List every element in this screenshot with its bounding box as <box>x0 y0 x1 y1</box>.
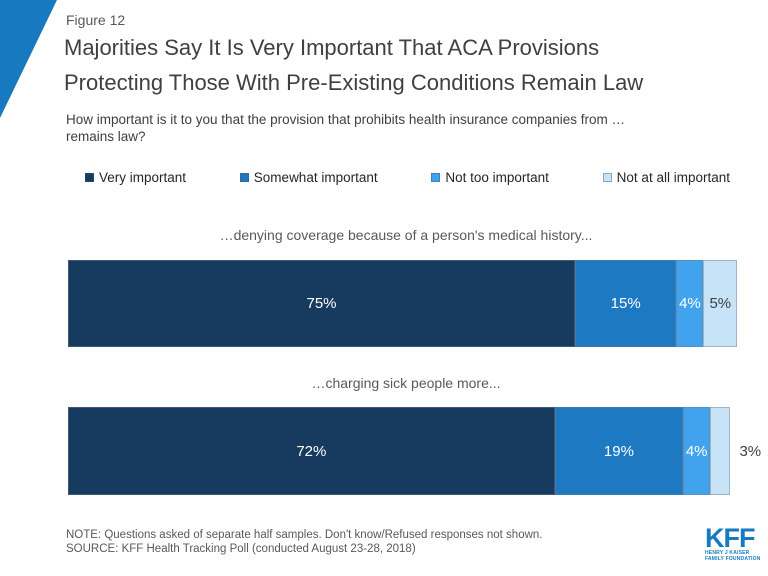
bar-segment-somewhat-important: 19% <box>554 407 684 495</box>
legend-item-very-important: Very important <box>85 170 186 185</box>
bar-value-label: 5% <box>709 295 732 312</box>
bar-segment-not-too-important: 4% <box>676 260 704 347</box>
kff-logo: KFF HENRY J KAISER FAMILY FOUNDATION <box>705 525 761 562</box>
footnote-block: NOTE: Questions asked of separate half s… <box>66 528 543 556</box>
kff-logo-tagline-line1: HENRY J KAISER <box>705 550 750 556</box>
stacked-bar-charging-more: 72% 19% 4% 3% <box>68 407 768 495</box>
bar-segment-not-at-all-important: 5% <box>703 260 738 347</box>
legend-label: Not too important <box>445 170 549 185</box>
corner-accent-triangle <box>0 0 57 118</box>
stacked-bar-medical-history: 75% 15% 4% 5% <box>68 260 768 347</box>
bar-segment-somewhat-important: 15% <box>575 260 677 347</box>
survey-question: How important is it to you that the prov… <box>66 112 626 144</box>
page-title: Majorities Say It Is Very Important That… <box>64 35 644 95</box>
chart-category-title-medical-history: …denying coverage because of a person's … <box>219 227 593 243</box>
legend-label: Not at all important <box>616 170 730 185</box>
legend-item-not-too-important: Not too important <box>431 170 549 185</box>
legend-swatch-not-too-important <box>431 173 441 182</box>
bar-value-label: 15% <box>610 295 641 312</box>
bar-segment-very-important: 75% <box>68 260 575 347</box>
bar-value-label: 4% <box>679 295 701 312</box>
bar-segment-not-too-important: 4% <box>683 407 711 495</box>
figure-label: Figure 12 <box>66 12 126 28</box>
bar-value-label: 4% <box>685 442 708 460</box>
legend-label: Somewhat important <box>253 170 378 185</box>
stacked-bar: 72% 19% 4% <box>68 407 731 495</box>
bar-value-label: 75% <box>306 295 337 312</box>
legend-swatch-very-important <box>85 173 94 182</box>
stacked-bar: 75% 15% 4% 5% <box>68 260 738 347</box>
source-text: SOURCE: KFF Health Tracking Poll (conduc… <box>66 543 416 555</box>
legend-label: Very important <box>99 170 187 185</box>
legend-swatch-not-at-all-important <box>602 173 612 182</box>
chart-category-title-charging-more: …charging sick people more... <box>311 375 501 391</box>
bar-segment-very-important: 72% <box>68 407 555 495</box>
legend-item-somewhat-important: Somewhat important <box>239 170 378 185</box>
legend-swatch-somewhat-important <box>239 173 249 182</box>
note-text: NOTE: Questions asked of separate half s… <box>66 529 543 541</box>
bar-value-label-outside: 3% <box>739 442 762 460</box>
legend-item-not-at-all-important: Not at all important <box>602 170 730 185</box>
bar-segment-not-at-all-important <box>710 407 731 495</box>
kff-logo-text: KFF <box>705 523 755 553</box>
bar-value-label: 72% <box>296 442 327 460</box>
chart-legend: Very important Somewhat important Not to… <box>85 170 730 185</box>
bar-value-label: 19% <box>603 442 634 460</box>
kff-logo-tagline-line2: FAMILY FOUNDATION <box>705 555 761 562</box>
